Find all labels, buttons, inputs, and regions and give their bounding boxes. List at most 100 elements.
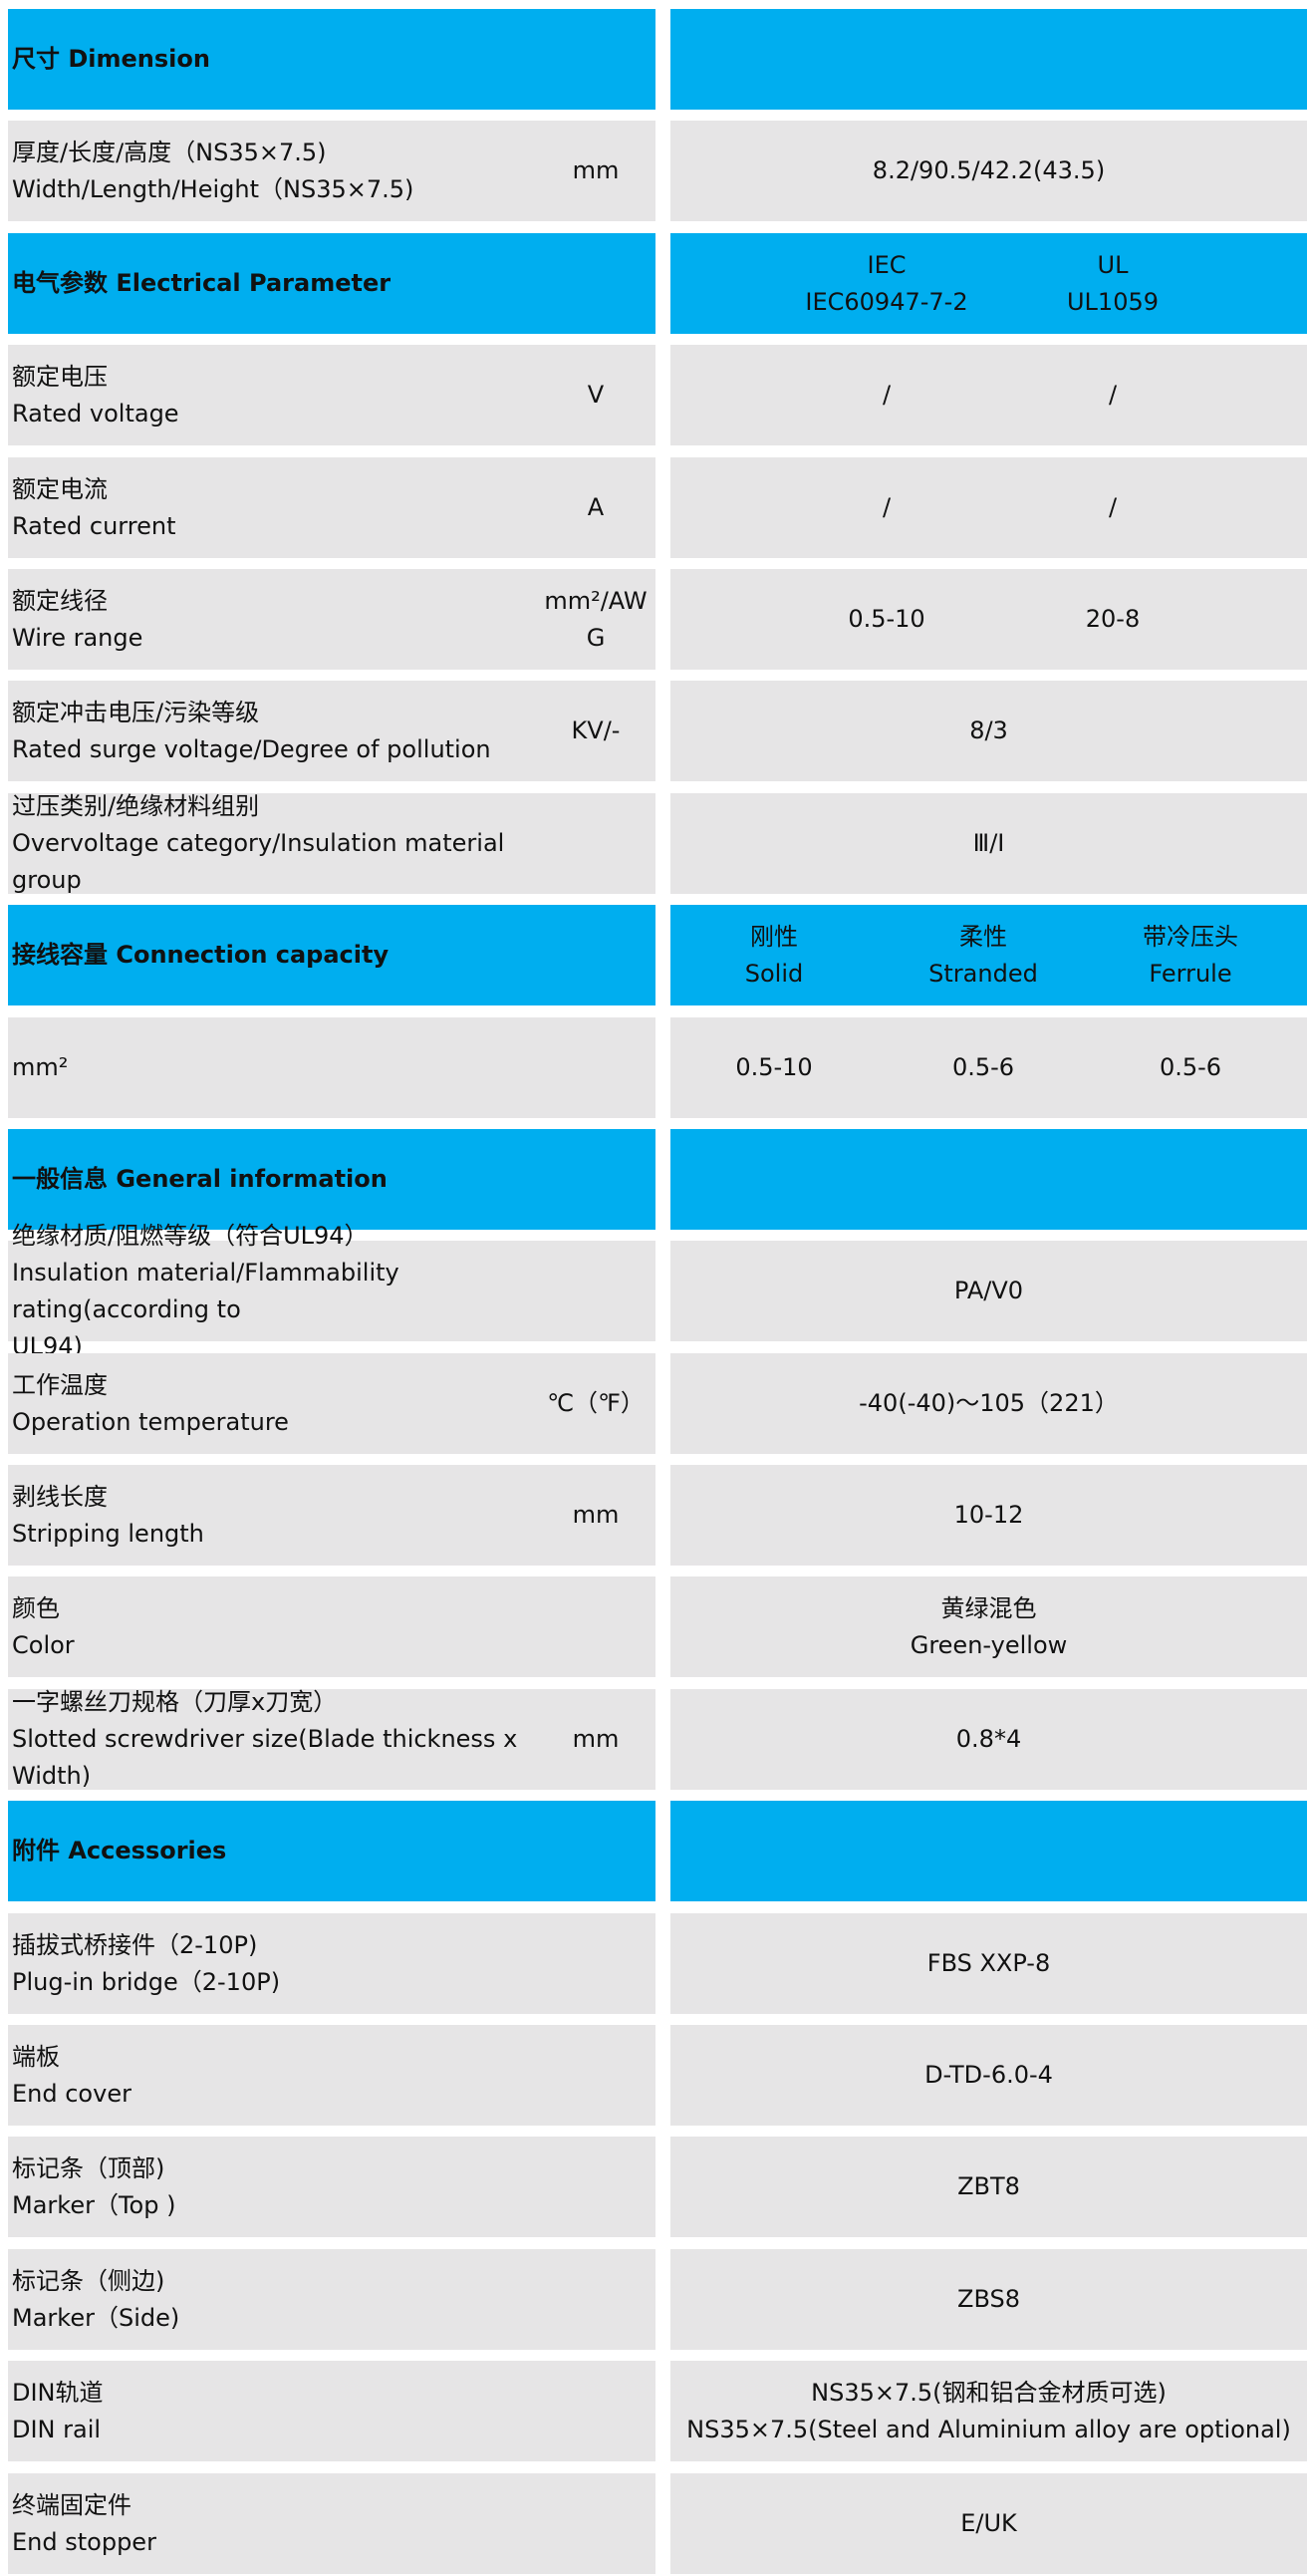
spec-row: 终端固定件 End stopper E/UK — [0, 2473, 1307, 2574]
value: 黄绿混色 Green-yellow — [670, 1576, 1307, 1677]
label-cell: 一般信息 General information — [8, 1129, 655, 1230]
value: 刚性 Solid — [674, 905, 874, 1005]
text-line: 8.2/90.5/42.2(43.5) — [872, 156, 1106, 184]
value: / — [1013, 457, 1212, 558]
text-line: A — [587, 493, 605, 521]
value: 20-8 — [1013, 569, 1212, 670]
value-cell — [670, 1801, 1307, 1901]
value-cell: Ⅲ/Ⅰ — [670, 793, 1307, 894]
text-line: Green-yellow — [910, 1630, 1068, 1659]
spec-row: 额定线径 Wire range mm²/AW G 0.5-10 20-8 — [0, 569, 1307, 670]
text-line: D-TD-6.0-4 — [924, 2061, 1053, 2089]
text-line: / — [1108, 381, 1118, 409]
text-line: 颜色 — [12, 1593, 60, 1622]
text-line: 刚性 — [750, 922, 798, 951]
value-cell: 黄绿混色 Green-yellow — [670, 1576, 1307, 1677]
value-cell: 10-12 — [670, 1465, 1307, 1566]
text-line: Wire range — [12, 623, 143, 652]
text-line: 端板 — [12, 2042, 60, 2071]
text-line: 终端固定件 — [12, 2490, 131, 2519]
value: -40(-40)～105（221） — [670, 1353, 1307, 1454]
text-line: -40(-40)～105（221） — [859, 1389, 1119, 1417]
spec-label: 过压类别/绝缘材料组别 Overvoltage category/Insulati… — [12, 792, 550, 894]
label-cell: 终端固定件 End stopper — [8, 2473, 655, 2574]
value-cell: PA/V0 — [670, 1241, 1307, 1341]
value-cell: 0.5-10 0.5-6 0.5-6 — [670, 1017, 1307, 1118]
spec-label: 额定电压 Rated voltage — [12, 345, 550, 445]
text-line: 额定电流 — [12, 474, 108, 503]
unit-label: mm — [536, 121, 655, 221]
text-line: KV/- — [571, 716, 621, 744]
spec-row: DIN轨道 DIN rail NS35×7.5(钢和铝合金材质可选) NS35×7.5… — [0, 2361, 1307, 2461]
text-line: 20-8 — [1085, 605, 1141, 633]
text-line: Plug-in bridge（2-10P) — [12, 1967, 281, 1996]
spec-row: 厚度/长度/高度（NS35×7.5) Width/Length/Height（NS… — [0, 121, 1307, 221]
value: 0.5-6 — [884, 1017, 1083, 1118]
label-cell: 过压类别/绝缘材料组别 Overvoltage category/Insulati… — [8, 792, 655, 894]
label-cell: 插拔式桥接件（2-10P) Plug-in bridge（2-10P) — [8, 1913, 655, 2014]
text-line: / — [1108, 493, 1118, 521]
label-cell: 一字螺丝刀规格（刀厚x刀宽） Slotted screwdriver size(B… — [8, 1688, 655, 1790]
value: 0.5-10 — [787, 569, 986, 670]
value: NS35×7.5(钢和铝合金材质可选) NS35×7.5(Steel and Al… — [670, 2361, 1307, 2461]
section-title: 附件 Accessories — [12, 1801, 550, 1901]
text-line: NS35×7.5(钢和铝合金材质可选) — [811, 2378, 1167, 2407]
text-line: 0.5-10 — [735, 1053, 813, 1081]
text-line: 插拔式桥接件（2-10P) — [12, 1930, 258, 1959]
unit-label: KV/- — [536, 681, 655, 781]
text-line: IEC60947-7-2 — [805, 287, 968, 316]
unit-label: V — [536, 345, 655, 445]
label-cell: 尺寸 Dimension — [8, 9, 655, 110]
value-cell: D-TD-6.0-4 — [670, 2025, 1307, 2126]
value-cell: / / — [670, 345, 1307, 445]
spec-label: 额定线径 Wire range — [12, 569, 550, 670]
value: / — [1013, 345, 1212, 445]
text-line: 尺寸 Dimension — [12, 45, 210, 73]
spec-row: 剥线长度 Stripping length mm 10-12 — [0, 1465, 1307, 1566]
text-line: Rated voltage — [12, 399, 179, 428]
spec-label: 标记条（顶部) Marker（Top ) — [12, 2137, 550, 2237]
spec-label: 一字螺丝刀规格（刀厚x刀宽） Slotted screwdriver size(B… — [12, 1688, 550, 1790]
spec-label: 剥线长度 Stripping length — [12, 1465, 550, 1566]
text-line: Marker（Top ) — [12, 2190, 176, 2219]
text-line: 柔性 — [959, 922, 1007, 951]
spec-row: 额定电流 Rated current A / / — [0, 457, 1307, 558]
spec-label: mm² — [12, 1017, 550, 1118]
text-line: 8/3 — [969, 716, 1008, 744]
value-cell: 0.5-10 20-8 — [670, 569, 1307, 670]
text-line: 0.5-6 — [951, 1053, 1015, 1081]
unit-label: ℃（℉） — [536, 1353, 655, 1454]
text-line: FBS XXP-8 — [926, 1949, 1051, 1977]
value: / — [787, 457, 986, 558]
text-line: ℃（℉） — [547, 1389, 645, 1417]
spec-row: 颜色 Color 黄绿混色 Green-yellow — [0, 1576, 1307, 1677]
label-cell: 电气参数 Electrical Parameter — [8, 233, 655, 334]
unit-label: A — [536, 457, 655, 558]
text-line: E/UK — [960, 2509, 1017, 2537]
value-cell: 8.2/90.5/42.2(43.5) — [670, 121, 1307, 221]
text-line: 黄绿混色 — [940, 1593, 1037, 1622]
text-line: NS35×7.5(Steel and Aluminium alloy are o… — [686, 2415, 1291, 2443]
label-cell: 附件 Accessories — [8, 1801, 655, 1901]
value: ZBT8 — [670, 2137, 1307, 2237]
text-line: G — [586, 623, 606, 652]
value-cell: NS35×7.5(钢和铝合金材质可选) NS35×7.5(Steel and Al… — [670, 2361, 1307, 2461]
label-cell: 剥线长度 Stripping length mm — [8, 1465, 655, 1566]
text-line: 过压类别/绝缘材料组别 — [12, 792, 260, 820]
text-line: Stripping length — [12, 1519, 204, 1548]
label-cell: 工作温度 Operation temperature ℃（℉） — [8, 1353, 655, 1454]
text-line: V — [587, 381, 605, 409]
spec-label: 颜色 Color — [12, 1576, 550, 1677]
text-line: 标记条（顶部) — [12, 2153, 165, 2182]
value: FBS XXP-8 — [670, 1913, 1307, 2014]
text-line: / — [882, 493, 892, 521]
spec-label: 额定冲击电压/污染等级 Rated surge voltage/Degree of… — [12, 681, 550, 781]
text-line: 电气参数 Electrical Parameter — [12, 269, 392, 297]
value: ZBS8 — [670, 2249, 1307, 2350]
label-cell: 绝缘材质/阻燃等级（符合UL94） Insulation material/Fla… — [8, 1222, 655, 1360]
text-line: 接线容量 Connection capacity — [12, 941, 390, 969]
text-line: mm — [572, 1725, 620, 1753]
text-line: Width/Length/Height（NS35×7.5) — [12, 174, 414, 203]
text-line: IEC — [867, 250, 907, 279]
spec-label: 工作温度 Operation temperature — [12, 1353, 550, 1454]
